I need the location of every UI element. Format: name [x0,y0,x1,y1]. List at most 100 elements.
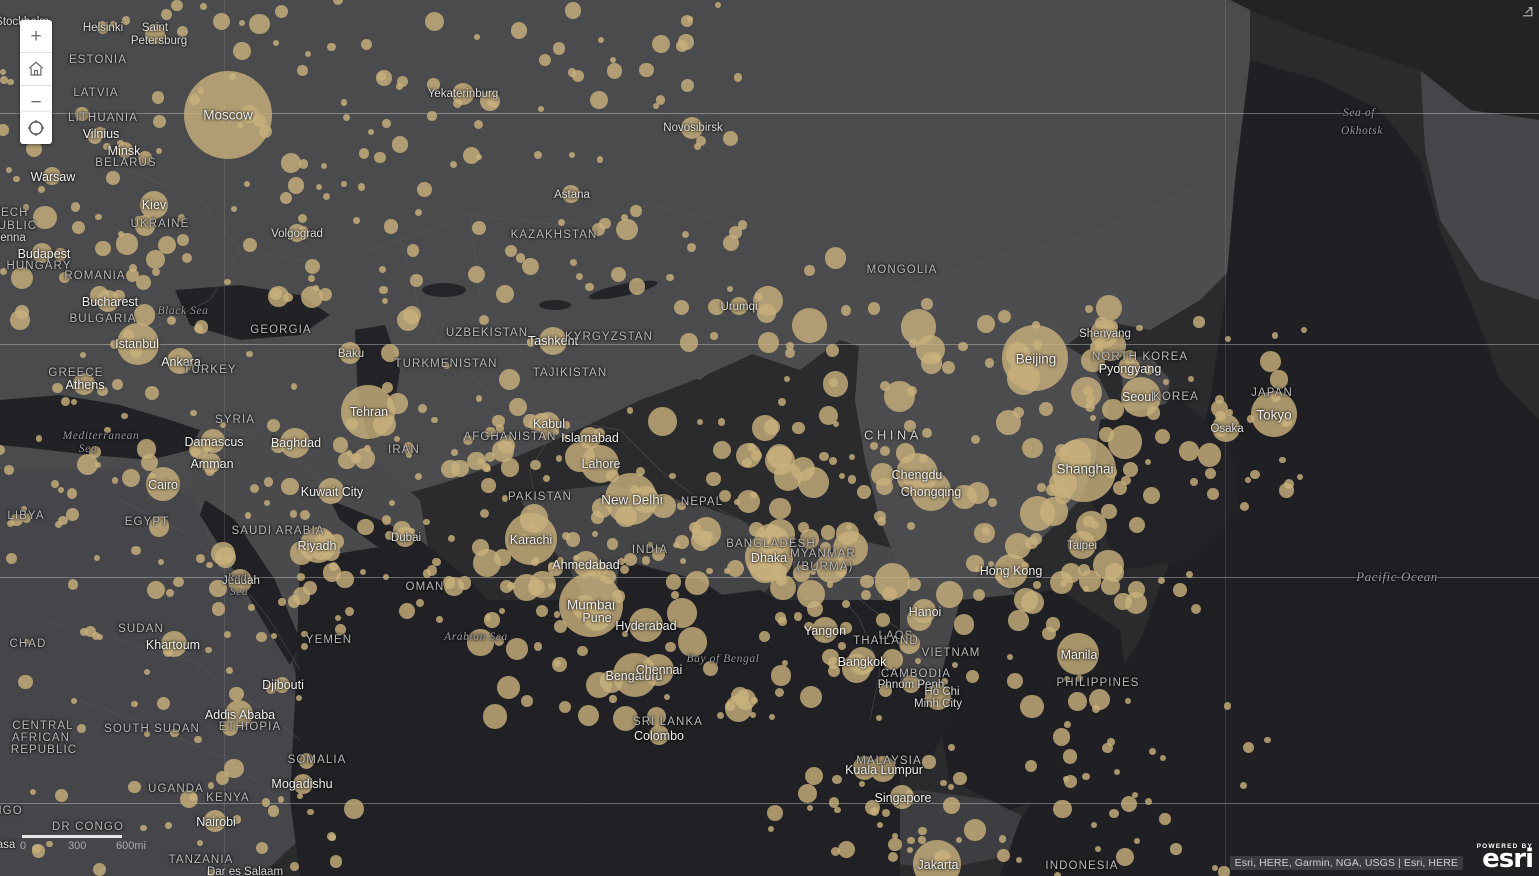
population-circle[interactable] [1060,580,1068,587]
population-circle[interactable] [77,724,86,733]
population-circle[interactable] [133,304,156,327]
population-circle[interactable] [255,841,269,855]
population-circle[interactable] [731,687,749,705]
population-circle[interactable] [827,665,841,678]
population-circle[interactable] [673,299,690,316]
population-circle[interactable] [1207,487,1220,500]
population-circle[interactable] [383,219,399,234]
population-circle[interactable] [826,581,833,588]
population-circle[interactable] [79,351,86,358]
population-circle[interactable] [263,477,274,487]
population-circle[interactable] [224,278,231,286]
population-circle[interactable] [1145,458,1152,465]
population-circle[interactable] [1269,370,1289,389]
population-circle[interactable] [249,14,270,35]
population-circle[interactable] [248,604,255,611]
population-circle[interactable] [321,163,328,170]
population-circle[interactable] [766,443,792,469]
population-circle[interactable] [1082,385,1093,397]
population-circle[interactable] [145,386,160,401]
population-circle[interactable] [479,508,490,519]
population-circle[interactable] [1218,866,1230,876]
population-circle[interactable] [228,686,244,702]
population-circle[interactable] [46,840,53,848]
population-circle[interactable] [1025,760,1038,773]
population-circle[interactable] [823,371,849,397]
population-circle[interactable] [607,538,619,550]
population-circle[interactable] [1136,325,1143,332]
Yangon[interactable] [812,617,838,643]
population-circle[interactable] [54,788,68,802]
Singapore[interactable] [890,785,914,809]
population-circle[interactable] [908,339,918,349]
population-circle[interactable] [570,259,577,266]
population-circle[interactable] [906,847,913,854]
population-circle[interactable] [109,339,119,349]
population-circle[interactable] [915,658,922,665]
population-circle[interactable] [121,469,140,488]
population-circle[interactable] [0,268,8,276]
Mogadishu[interactable] [293,774,313,794]
population-circle[interactable] [290,383,298,390]
population-circle[interactable] [599,218,611,230]
population-circle[interactable] [447,534,456,543]
population-circle[interactable] [778,617,787,626]
population-circle[interactable] [301,631,308,638]
population-circle[interactable] [723,568,730,575]
population-circle[interactable] [1064,720,1071,728]
population-circle[interactable] [296,573,305,582]
population-circle[interactable] [804,265,815,276]
population-circle[interactable] [358,183,366,191]
population-circle[interactable] [36,435,43,442]
population-circle[interactable] [813,561,824,572]
population-circle[interactable] [414,472,422,480]
population-circle[interactable] [484,613,492,621]
population-circle[interactable] [1123,462,1139,478]
population-circle[interactable] [450,449,458,456]
population-circle[interactable] [194,735,202,744]
population-circle[interactable] [173,576,184,588]
Bangkok[interactable] [848,647,876,675]
population-circle[interactable] [342,113,350,122]
population-circle[interactable] [18,674,33,690]
population-circle[interactable] [997,849,1010,862]
population-circle[interactable] [848,453,855,460]
locate-button[interactable] [20,112,52,144]
population-circle[interactable] [31,843,41,853]
population-circle[interactable] [618,557,626,565]
population-circle[interactable] [948,744,956,752]
population-circle[interactable] [1007,653,1014,660]
population-circle[interactable] [51,480,60,489]
population-circle[interactable] [1094,846,1101,853]
population-circle[interactable] [261,798,271,807]
Islamabad[interactable] [579,427,601,449]
population-circle[interactable] [278,796,285,803]
Dubai[interactable] [395,527,415,547]
population-circle[interactable] [351,453,362,463]
population-circle[interactable] [974,522,995,543]
population-circle[interactable] [1102,398,1124,421]
population-circle[interactable] [941,678,948,685]
population-circle[interactable] [792,421,805,435]
population-circle[interactable] [6,520,14,528]
population-circle[interactable] [143,730,150,737]
population-circle[interactable] [494,548,512,567]
population-circle[interactable] [93,555,100,562]
population-circle[interactable] [750,492,757,499]
population-circle[interactable] [987,561,994,568]
Tashkent[interactable] [539,327,567,355]
population-circle[interactable] [1091,521,1100,530]
population-circle[interactable] [577,704,600,727]
population-circle[interactable] [1158,576,1166,585]
population-circle[interactable] [374,151,386,164]
population-circle[interactable] [462,146,480,164]
population-circle[interactable] [144,668,151,675]
population-circle[interactable] [485,452,496,462]
population-circle[interactable] [1159,813,1171,825]
population-circle[interactable] [1006,673,1023,689]
zoom-in-button[interactable]: + [20,20,52,53]
population-circle[interactable] [58,515,68,526]
population-circle[interactable] [678,34,695,50]
population-circle[interactable] [1144,798,1152,806]
population-circle[interactable] [767,826,774,833]
